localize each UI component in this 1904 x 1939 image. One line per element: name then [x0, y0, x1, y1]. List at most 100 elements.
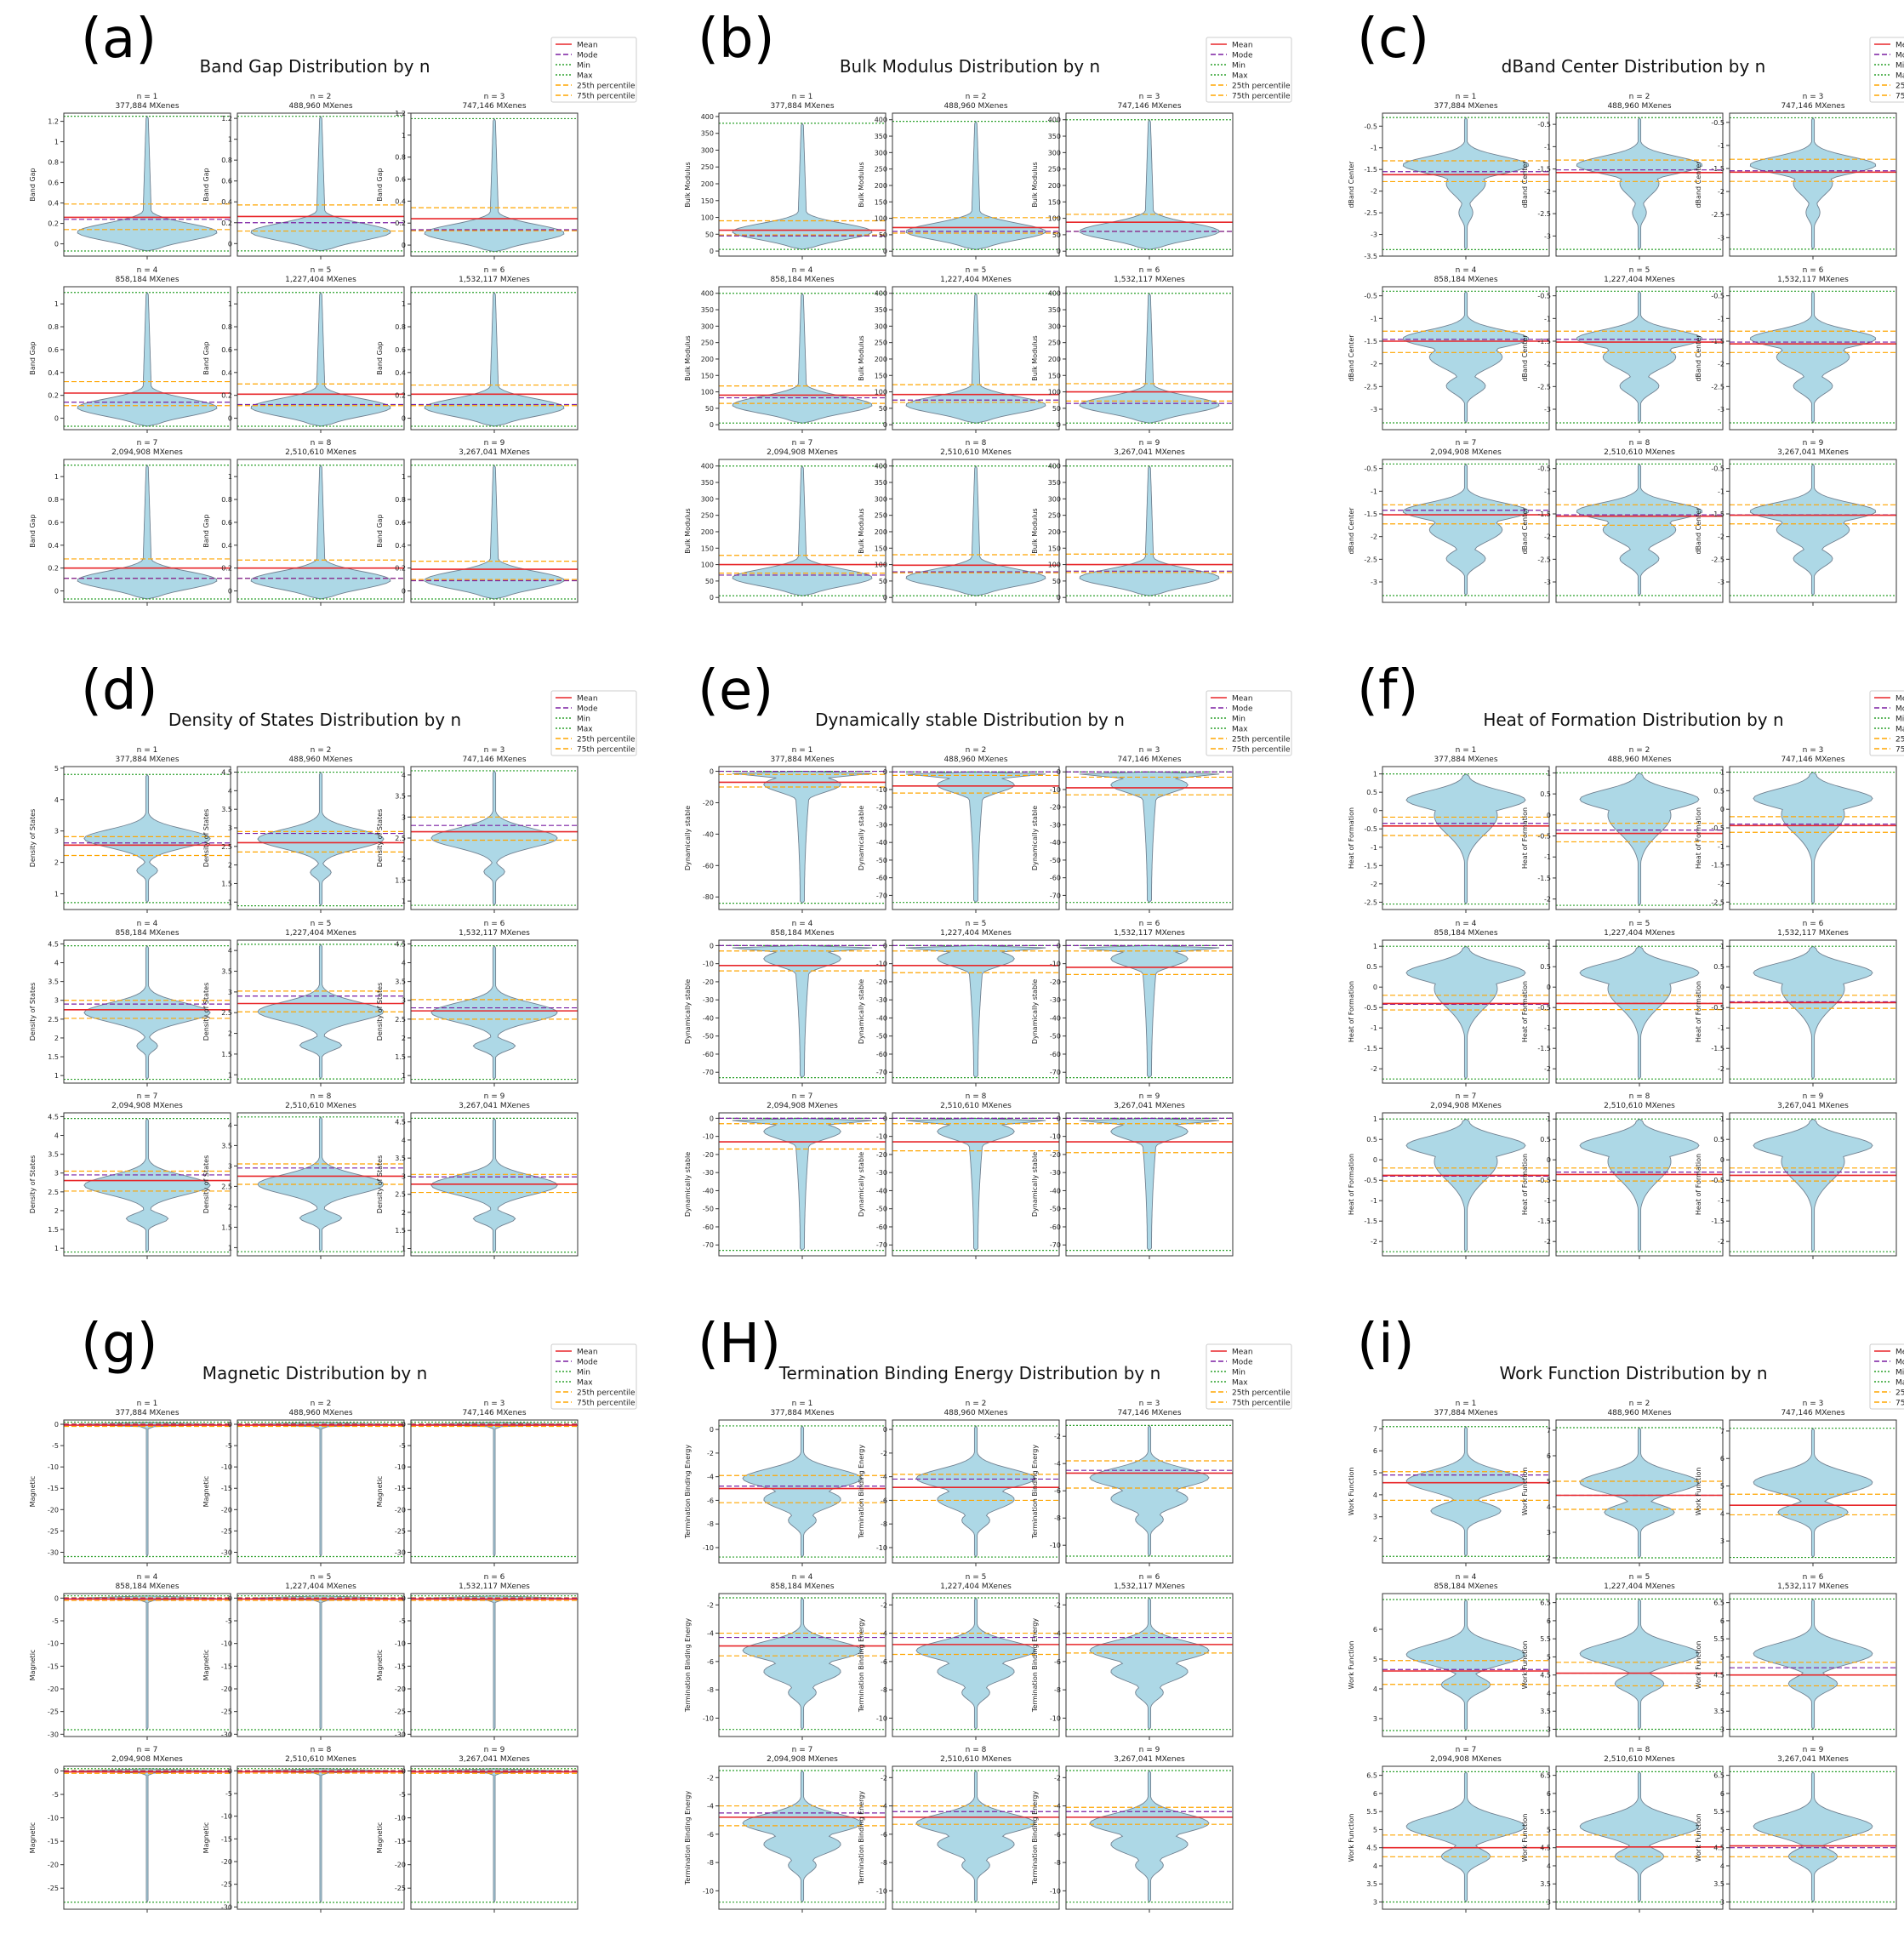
panel-label: (g) — [81, 1313, 158, 1376]
y-tick-label: 400 — [1048, 117, 1061, 124]
subplot-count: 3,267,041 MXenes — [1777, 1102, 1849, 1110]
y-tick-label: -1.5 — [1364, 166, 1377, 174]
subplot-n: n = 7 — [137, 1746, 158, 1754]
y-tick-label: -0.5 — [1537, 465, 1551, 473]
y-tick-label: -10 — [703, 1887, 714, 1895]
y-tick-label: -10 — [1050, 1887, 1061, 1895]
y-tick-label: 0 — [1720, 1156, 1724, 1164]
y-axis-label: Work Function — [1521, 1468, 1529, 1516]
subplot-count: 1,532,117 MXenes — [1777, 276, 1849, 284]
subplot-n: n = 2 — [1629, 1400, 1650, 1408]
subplot-n: n = 6 — [1139, 920, 1160, 928]
subplot-n: n = 7 — [137, 439, 158, 448]
panel-5: (f) Heat of Formation Distribution by n Me… — [1348, 659, 1904, 1259]
y-tick-label: 3 — [54, 828, 59, 835]
y-tick-label: -20 — [221, 1858, 232, 1866]
y-tick-label: 0 — [402, 1421, 406, 1429]
y-tick-label: -20 — [703, 799, 714, 807]
violin-body — [742, 1770, 863, 1903]
y-tick-label: -2 — [1544, 1065, 1551, 1073]
subplot-count: 377,884 MXenes — [1434, 102, 1497, 111]
subplot: n = 93,267,041 MXenes 0 50 100 150 200 250 300 3… — [1031, 439, 1234, 606]
y-tick-label: -3 — [1718, 579, 1724, 586]
y-tick-label: -1.5 — [1537, 1045, 1551, 1052]
y-axis-label: Dynamically stable — [1031, 806, 1039, 870]
y-axis-label: Termination Binding Energy — [858, 1445, 865, 1540]
y-tick-label: 1.5 — [221, 1051, 232, 1058]
panel-title: Dynamically stable Distribution by n — [815, 710, 1125, 730]
y-tick-label: 350 — [875, 479, 887, 487]
y-tick-label: 0 — [402, 588, 406, 596]
y-tick-label: -4 — [881, 1630, 887, 1638]
y-tick-label: 150 — [1048, 198, 1061, 206]
y-tick-label: -2 — [1371, 881, 1377, 888]
y-axis-label: Termination Binding Energy — [1031, 1445, 1039, 1540]
y-tick-label: 0 — [54, 1421, 59, 1429]
subplot-count: 2,094,908 MXenes — [1430, 1102, 1502, 1110]
y-tick-label: 5 — [1720, 1483, 1724, 1491]
y-tick-label: -30 — [221, 1548, 232, 1556]
y-tick-label: -40 — [703, 1187, 714, 1195]
y-tick-label: -1.5 — [1711, 1045, 1724, 1052]
y-axis-label: Heat of Formation — [1695, 981, 1702, 1042]
y-tick-label: 4 — [1720, 1510, 1724, 1518]
y-tick-label: 0 — [710, 248, 714, 255]
y-tick-label: 0.4 — [395, 369, 406, 377]
panel-title: dBand Center Distribution by n — [1502, 56, 1766, 77]
violin-body — [78, 1768, 216, 1903]
subplot-n: n = 8 — [1629, 439, 1650, 448]
y-axis-label: Heat of Formation — [1695, 807, 1702, 869]
y-tick-label: 1 — [228, 1071, 232, 1079]
y-tick-label: 3.5 — [48, 978, 59, 986]
y-tick-label: 4 — [1720, 1690, 1724, 1697]
y-tick-label: 0.6 — [221, 519, 232, 527]
y-axis-label: dBand Center — [1348, 161, 1355, 208]
y-tick-label: -15 — [48, 1838, 59, 1845]
y-tick-label: 2 — [402, 1209, 406, 1217]
y-tick-label: 4.5 — [221, 769, 232, 777]
subplot: n = 82,510,610 MXenes 0 0.2 0.4 0.6 0.8 1 Band … — [202, 439, 405, 606]
subplot-n: n = 4 — [1456, 1573, 1477, 1582]
y-tick-label: 3 — [1547, 1898, 1551, 1906]
subplot-count: 377,884 MXenes — [115, 102, 179, 111]
y-tick-label: 0 — [710, 1115, 714, 1122]
y-tick-label: 200 — [701, 528, 714, 536]
y-tick-label: 150 — [875, 545, 887, 552]
y-tick-label: 0 — [1057, 942, 1061, 950]
y-tick-label: -30 — [221, 1731, 232, 1738]
y-axis-label: Heat of Formation — [1695, 1154, 1702, 1215]
legend-label: 75th percentile — [1895, 1400, 1904, 1408]
y-tick-label: -2 — [1054, 1601, 1061, 1609]
violin-body — [1079, 118, 1220, 250]
y-tick-label: 1 — [1720, 769, 1724, 777]
violin-body — [83, 773, 211, 904]
y-tick-label: 2.5 — [221, 1009, 232, 1017]
y-tick-label: 4 — [54, 960, 59, 967]
y-tick-label: 0 — [1057, 248, 1061, 255]
subplot: n = 72,094,908 MXenes 1 1.5 2 2.5 3 3.5 4 4.5 Den… — [29, 1092, 231, 1259]
y-tick-label: 50 — [705, 231, 714, 238]
subplot-count: 2,510,610 MXenes — [940, 1102, 1012, 1110]
y-tick-label: 1 — [402, 898, 406, 905]
violin-body — [732, 771, 873, 904]
y-tick-label: -2 — [1718, 1065, 1724, 1073]
y-tick-label: -1.5 — [1537, 338, 1551, 345]
y-tick-label: 0 — [54, 1768, 59, 1776]
y-axis-label: Band Gap — [202, 168, 210, 201]
y-tick-label: -70 — [703, 1069, 714, 1076]
y-tick-label: -40 — [876, 839, 887, 847]
y-axis-label: Termination Binding Energy — [684, 1445, 692, 1540]
violin-body — [1402, 463, 1530, 596]
y-tick-label: 4 — [1373, 1685, 1377, 1693]
y-tick-label: -1.5 — [1364, 338, 1377, 345]
y-tick-label: 6 — [1547, 1790, 1551, 1798]
violin-body — [1579, 1118, 1700, 1253]
y-tick-label: 6 — [1373, 1626, 1377, 1634]
violin-body — [905, 292, 1046, 424]
violin-body — [252, 1595, 390, 1731]
y-tick-label: 0.4 — [221, 542, 232, 550]
